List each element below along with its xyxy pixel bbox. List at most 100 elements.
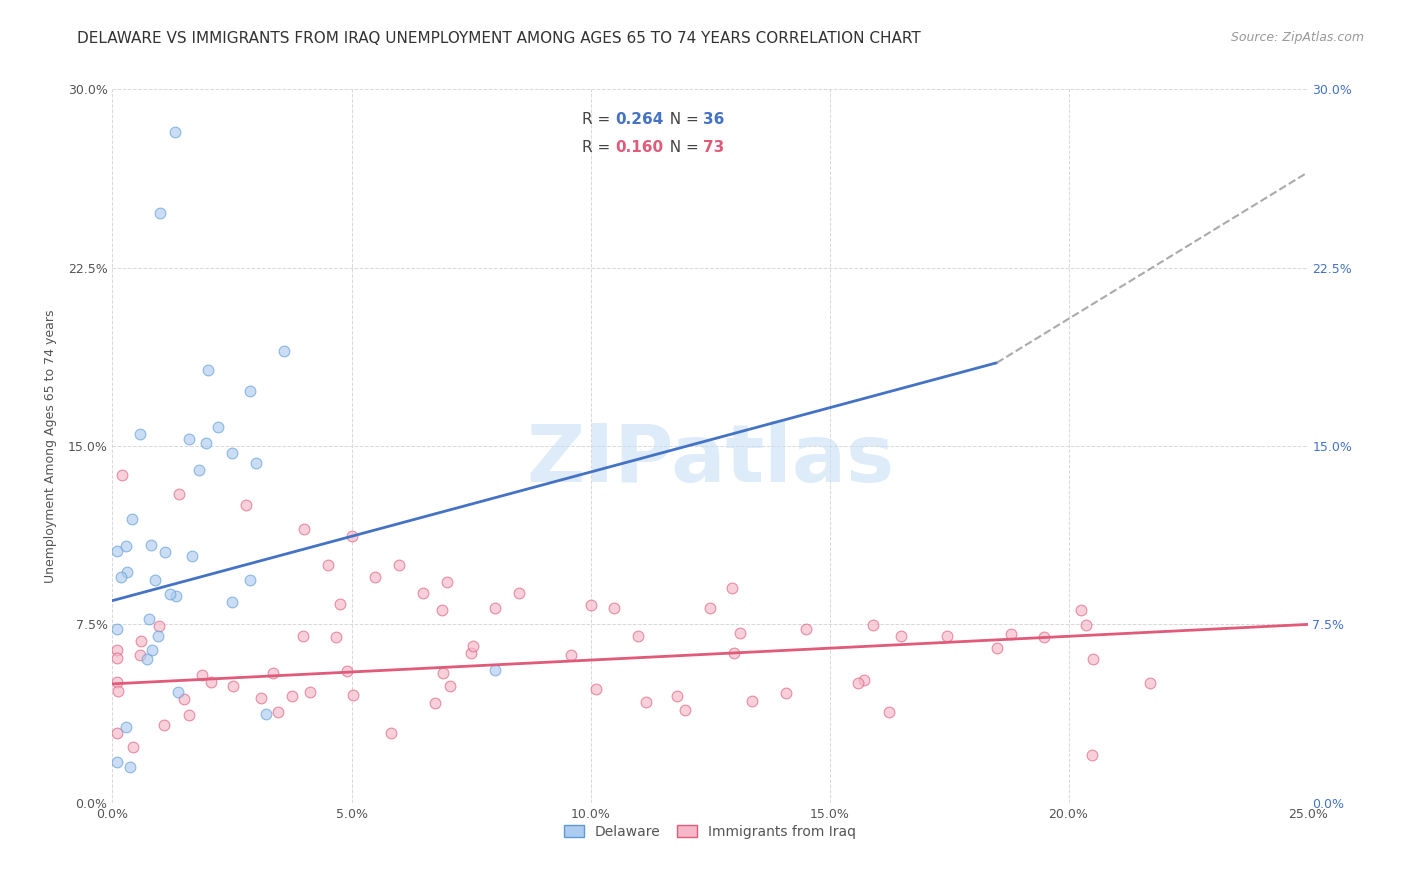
Point — [325, 630, 347, 644]
Text: R =: R = — [582, 112, 616, 127]
Point — [299, 685, 322, 699]
Point — [794, 622, 817, 636]
Point — [105, 622, 128, 636]
Point — [1139, 675, 1161, 690]
Point — [291, 629, 314, 643]
Point — [603, 600, 626, 615]
Point — [1081, 748, 1104, 763]
Point — [105, 726, 128, 740]
Point — [165, 589, 187, 603]
Point — [846, 676, 869, 690]
Point — [741, 694, 763, 708]
Point — [430, 603, 453, 617]
Point — [221, 446, 243, 460]
Point — [699, 600, 721, 615]
Point — [721, 582, 744, 596]
Point — [181, 549, 204, 564]
Text: N =: N = — [659, 112, 703, 127]
Point — [273, 344, 295, 359]
Point — [250, 691, 273, 706]
Point — [235, 499, 257, 513]
Point — [673, 703, 696, 717]
Point — [149, 206, 172, 220]
Text: DELAWARE VS IMMIGRANTS FROM IRAQ UNEMPLOYMENT AMONG AGES 65 TO 74 YEARS CORRELAT: DELAWARE VS IMMIGRANTS FROM IRAQ UNEMPLO… — [77, 31, 921, 46]
Point — [114, 720, 136, 734]
Text: 0.264: 0.264 — [616, 112, 664, 127]
Point — [862, 618, 884, 632]
Point — [110, 570, 132, 584]
Point — [169, 486, 191, 500]
Point — [484, 663, 506, 677]
Point — [200, 675, 222, 690]
Point — [1083, 652, 1105, 666]
Point — [508, 586, 530, 600]
Text: N =: N = — [659, 140, 703, 155]
Text: 73: 73 — [703, 140, 724, 155]
Legend: Delaware, Immigrants from Iraq: Delaware, Immigrants from Iraq — [557, 818, 863, 846]
Point — [412, 586, 434, 600]
Point — [380, 726, 402, 740]
Point — [877, 706, 900, 720]
Text: Source: ZipAtlas.com: Source: ZipAtlas.com — [1230, 31, 1364, 45]
Point — [585, 681, 607, 696]
Point — [775, 686, 797, 700]
Point — [666, 689, 689, 703]
Point — [105, 642, 128, 657]
Point — [560, 648, 582, 662]
Point — [432, 665, 454, 680]
Point — [340, 529, 363, 543]
Point — [280, 690, 302, 704]
Point — [191, 668, 214, 682]
Text: ZIPatlas: ZIPatlas — [526, 421, 894, 500]
Point — [1076, 617, 1098, 632]
Point — [166, 685, 188, 699]
Point — [105, 544, 128, 558]
Point — [336, 664, 359, 678]
Text: 0.160: 0.160 — [616, 140, 664, 155]
Point — [121, 512, 143, 526]
Point — [117, 566, 139, 580]
Point — [364, 570, 387, 584]
Point — [177, 708, 200, 723]
Point — [986, 641, 1008, 656]
Point — [111, 467, 134, 482]
Point — [143, 573, 166, 587]
Point — [439, 679, 461, 693]
Point — [254, 706, 277, 721]
Point — [723, 646, 745, 660]
Point — [245, 456, 267, 470]
Point — [342, 688, 364, 702]
Point — [292, 522, 315, 536]
Point — [461, 639, 484, 653]
Point — [1070, 603, 1092, 617]
Point — [105, 650, 128, 665]
Point — [425, 696, 447, 710]
Point — [177, 432, 200, 446]
Point — [1000, 627, 1022, 641]
Y-axis label: Unemployment Among Ages 65 to 74 years: Unemployment Among Ages 65 to 74 years — [44, 310, 56, 582]
Point — [121, 739, 143, 754]
Point — [120, 760, 142, 774]
Point — [173, 692, 195, 706]
Point — [579, 599, 602, 613]
Point — [890, 629, 912, 643]
Point — [853, 673, 876, 687]
Point — [141, 642, 163, 657]
Point — [266, 706, 288, 720]
Point — [153, 545, 176, 559]
Text: R =: R = — [582, 140, 616, 155]
Point — [730, 626, 752, 640]
Point — [329, 597, 352, 611]
Point — [163, 125, 186, 139]
Point — [239, 384, 262, 398]
Point — [115, 539, 138, 553]
Point — [187, 462, 209, 476]
Point — [194, 436, 217, 450]
Point — [138, 612, 160, 626]
Point — [316, 558, 339, 572]
Point — [129, 634, 152, 648]
Point — [197, 363, 219, 377]
Point — [152, 718, 174, 732]
Point — [634, 695, 657, 709]
Point — [207, 420, 229, 434]
